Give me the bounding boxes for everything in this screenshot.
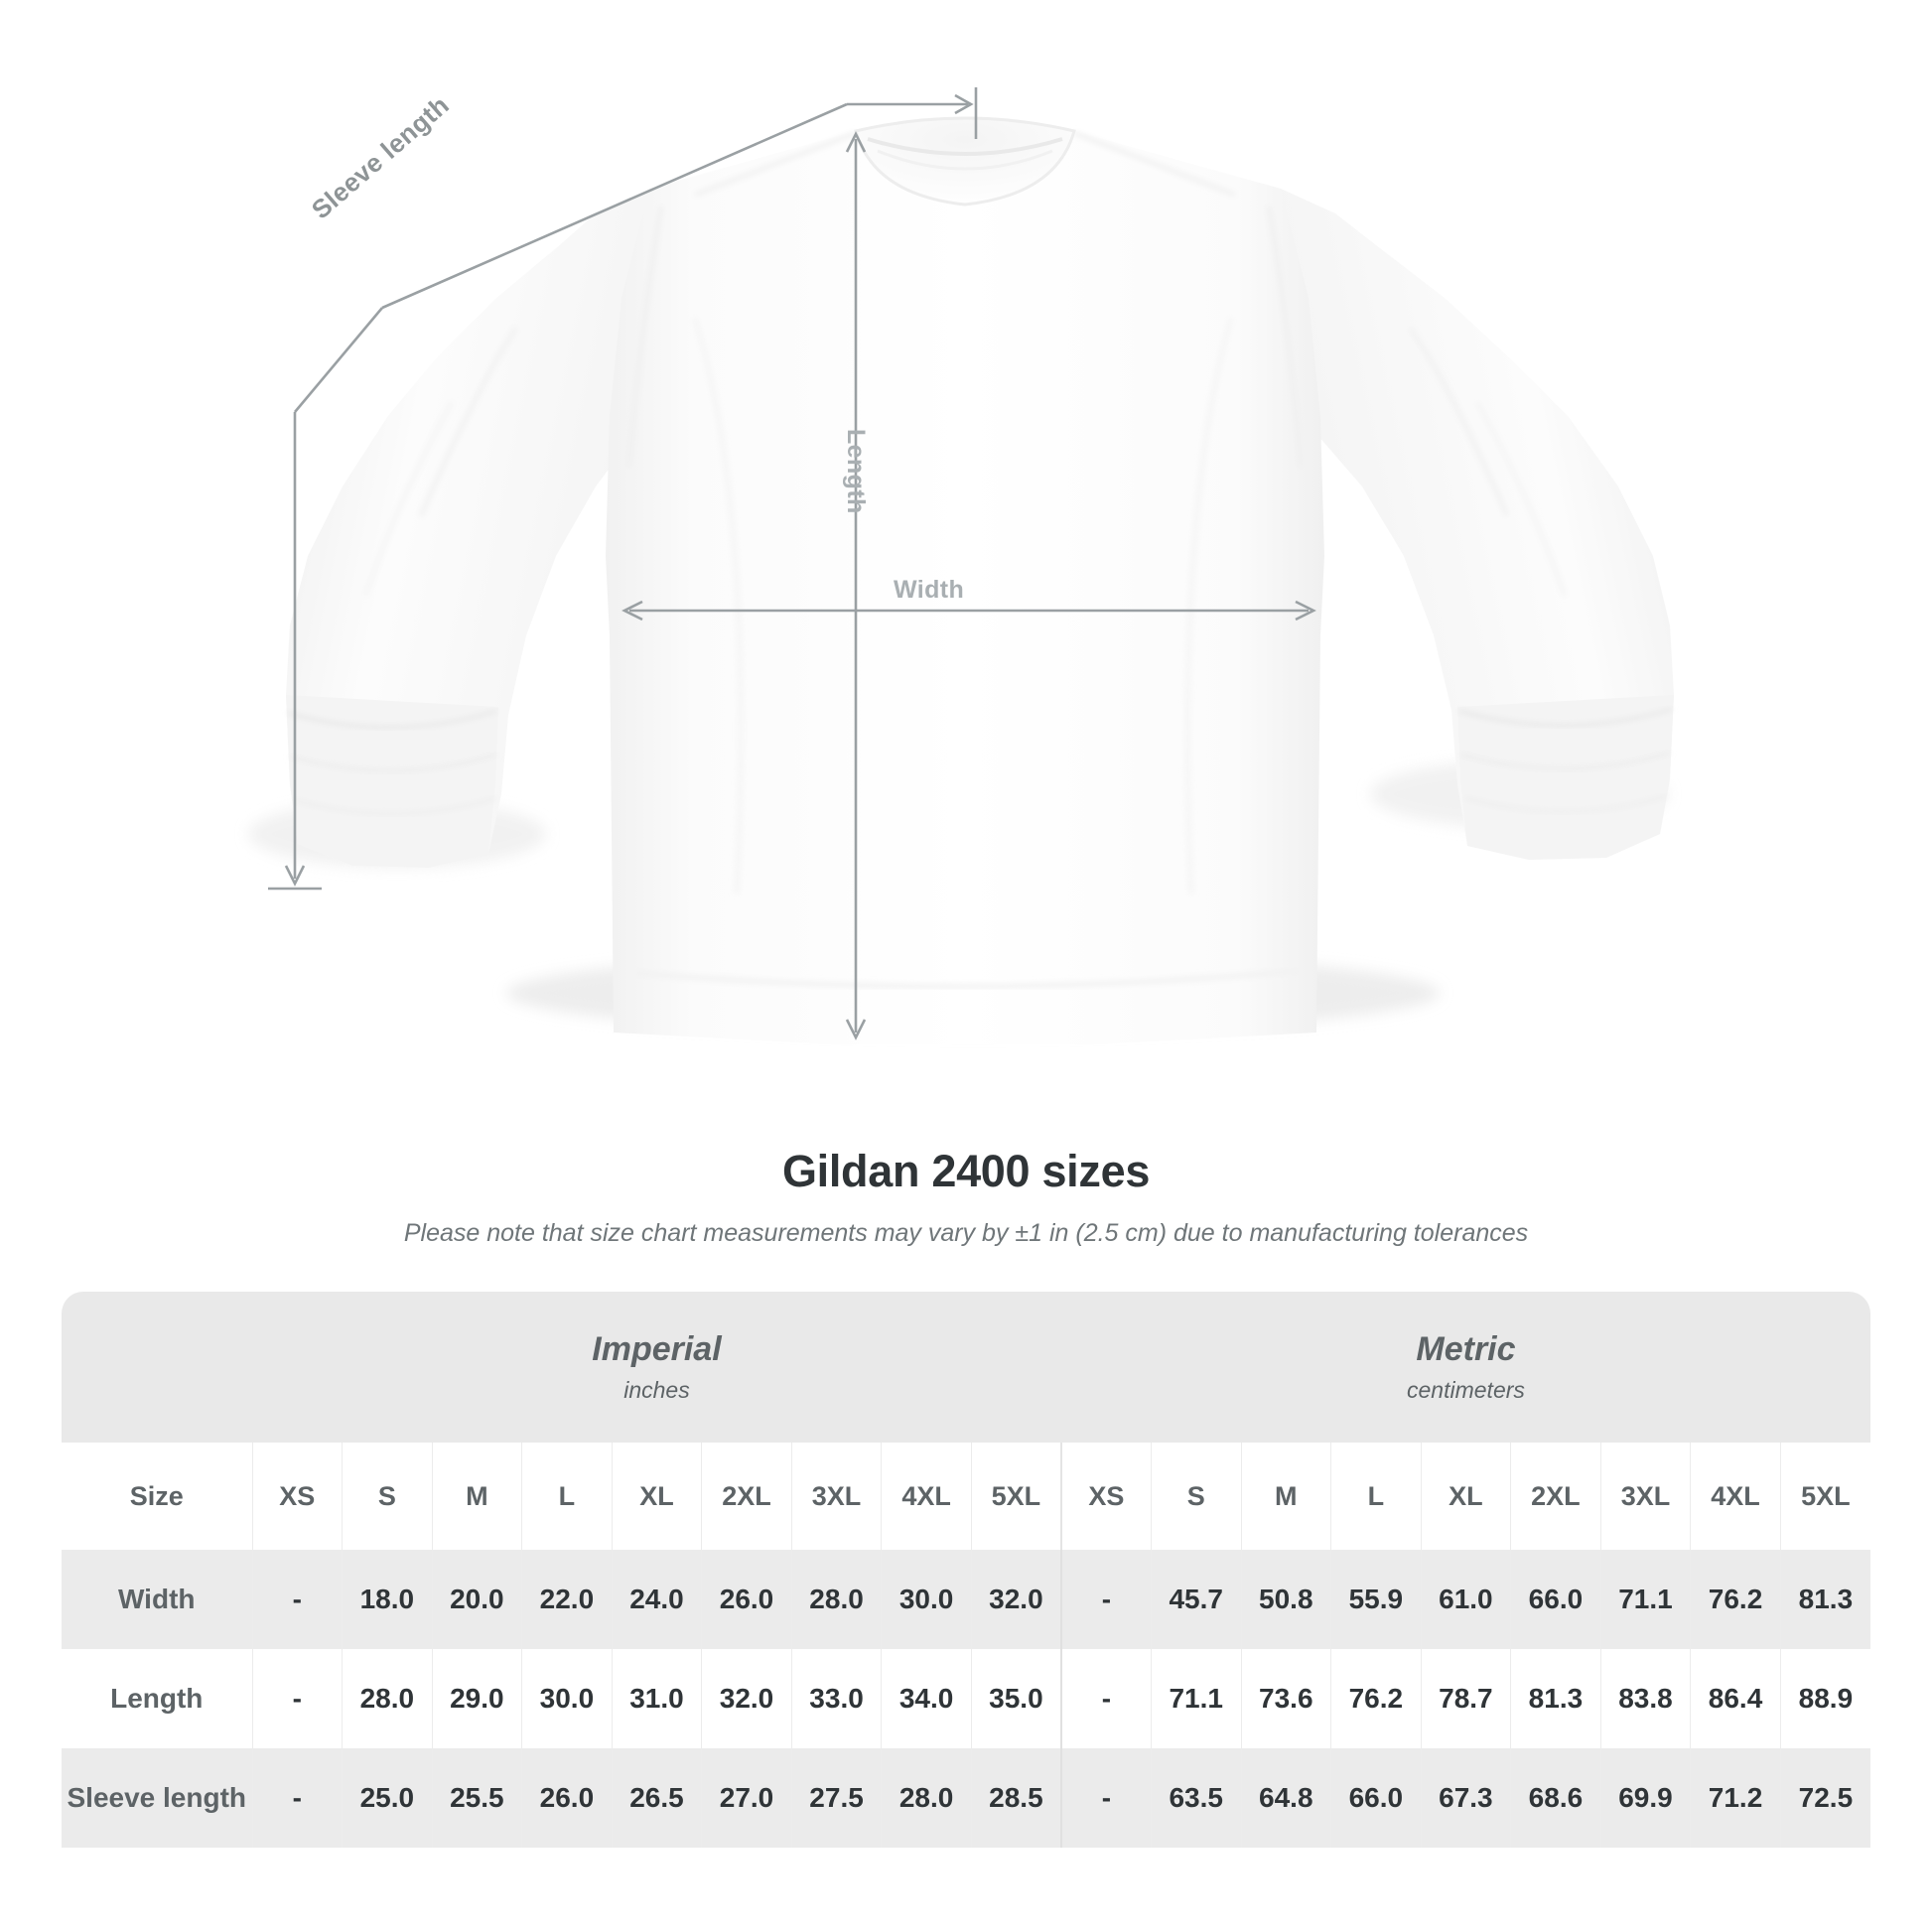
cell-length-metric-s: 71.1 (1150, 1649, 1242, 1748)
garment-illustration: Sleeve length Length Width (248, 87, 1674, 1044)
cell-sleeve-length-metric-xl: 67.3 (1420, 1748, 1511, 1848)
size-header-metric-2xl: 2XL (1510, 1443, 1601, 1550)
unit-banner-row: Imperial inches Metric centimeters (62, 1292, 1870, 1443)
size-header-imperial-5xl: 5XL (970, 1443, 1061, 1550)
row-label-width: Width (62, 1550, 252, 1649)
cell-length-imperial-l: 30.0 (521, 1649, 613, 1748)
unit-banner-spacer (62, 1292, 252, 1443)
cell-width-imperial-xl: 24.0 (611, 1550, 702, 1649)
cell-length-imperial-5xl: 35.0 (970, 1649, 1061, 1748)
size-header-metric-xl: XL (1420, 1443, 1511, 1550)
length-annotation-label: Length (842, 429, 870, 514)
cell-length-metric-4xl: 86.4 (1690, 1649, 1781, 1748)
cell-sleeve-length-metric-3xl: 69.9 (1599, 1748, 1691, 1848)
unit-name: Imperial (592, 1329, 722, 1368)
cell-length-metric-m: 73.6 (1240, 1649, 1331, 1748)
size-header-imperial-s: S (342, 1443, 433, 1550)
cell-length-metric-3xl: 83.8 (1599, 1649, 1691, 1748)
cell-width-metric-4xl: 76.2 (1690, 1550, 1781, 1649)
size-header-imperial-2xl: 2XL (701, 1443, 792, 1550)
size-header-label: Size (62, 1443, 252, 1550)
cell-sleeve-length-metric-m: 64.8 (1240, 1748, 1331, 1848)
table-row: Width -18.0 20.0 22.0 24.0 26.0 28.0 30.0 32.0-4… (62, 1550, 1870, 1649)
size-header-imperial-xl: XL (611, 1443, 702, 1550)
cell-width-imperial-4xl: 30.0 (881, 1550, 972, 1649)
cell-sleeve-length-imperial-l: 26.0 (521, 1748, 613, 1848)
cell-width-imperial-xs: - (251, 1550, 343, 1649)
size-header-metric-s: S (1150, 1443, 1242, 1550)
unit-banner-imperial: Imperial inches (252, 1292, 1061, 1443)
cell-length-metric-xs: - (1059, 1649, 1152, 1748)
size-header-imperial-l: L (521, 1443, 613, 1550)
size-header-metric-m: M (1240, 1443, 1331, 1550)
size-header-imperial-m: M (431, 1443, 522, 1550)
cell-sleeve-length-metric-l: 66.0 (1330, 1748, 1422, 1848)
cell-length-metric-5xl: 88.9 (1779, 1649, 1870, 1748)
cell-width-metric-2xl: 66.0 (1510, 1550, 1601, 1649)
cell-length-imperial-4xl: 34.0 (881, 1649, 972, 1748)
row-label-sleeve-length: Sleeve length (62, 1748, 252, 1848)
cell-width-metric-m: 50.8 (1240, 1550, 1331, 1649)
cell-length-imperial-3xl: 33.0 (790, 1649, 882, 1748)
cell-width-imperial-s: 18.0 (342, 1550, 433, 1649)
size-header-imperial-4xl: 4XL (881, 1443, 972, 1550)
cell-width-metric-5xl: 81.3 (1779, 1550, 1870, 1649)
size-header-metric-3xl: 3XL (1599, 1443, 1691, 1550)
page-title: Gildan 2400 sizes (781, 1146, 1151, 1196)
cell-sleeve-length-imperial-5xl: 28.5 (970, 1748, 1061, 1848)
cell-width-metric-3xl: 71.1 (1599, 1550, 1691, 1649)
cell-length-imperial-2xl: 32.0 (701, 1649, 792, 1748)
cell-width-imperial-l: 22.0 (521, 1550, 613, 1649)
cell-sleeve-length-imperial-xl: 26.5 (611, 1748, 702, 1848)
size-header-imperial-3xl: 3XL (790, 1443, 882, 1550)
cell-sleeve-length-imperial-2xl: 27.0 (701, 1748, 792, 1848)
cell-width-imperial-2xl: 26.0 (701, 1550, 792, 1649)
title-block: Gildan 2400 sizes Please note that size … (0, 1146, 1932, 1248)
cell-length-metric-l: 76.2 (1330, 1649, 1422, 1748)
size-table: Imperial inches Metric centimeters Size XS S M L… (62, 1292, 1870, 1848)
cell-length-metric-xl: 78.7 (1420, 1649, 1511, 1748)
size-header-metric-4xl: 4XL (1690, 1443, 1781, 1550)
table-row: Sleeve length -25.0 25.5 26.0 26.5 27.0 27.5 28… (62, 1748, 1870, 1848)
cell-width-imperial-m: 20.0 (431, 1550, 522, 1649)
cell-sleeve-length-imperial-3xl: 27.5 (790, 1748, 882, 1848)
unit-name: Metric (1416, 1329, 1516, 1368)
page-subtitle: Please note that size chart measurements… (403, 1219, 1529, 1247)
width-annotation-label: Width (894, 576, 965, 604)
cell-sleeve-length-imperial-s: 25.0 (342, 1748, 433, 1848)
size-header-metric-l: L (1330, 1443, 1422, 1550)
cell-length-metric-2xl: 81.3 (1510, 1649, 1601, 1748)
row-label-length: Length (62, 1649, 252, 1748)
cell-sleeve-length-metric-5xl: 72.5 (1779, 1748, 1870, 1848)
cell-width-imperial-3xl: 28.0 (790, 1550, 882, 1649)
size-header-metric-xs: XS (1059, 1443, 1152, 1550)
size-header-metric-5xl: 5XL (1779, 1443, 1870, 1550)
size-header-imperial-xs: XS (251, 1443, 343, 1550)
unit-banner-metric: Metric centimeters (1060, 1292, 1870, 1443)
cell-sleeve-length-metric-4xl: 71.2 (1690, 1748, 1781, 1848)
cell-sleeve-length-imperial-4xl: 28.0 (881, 1748, 972, 1848)
cell-length-imperial-xs: - (251, 1649, 343, 1748)
cell-sleeve-length-metric-s: 63.5 (1150, 1748, 1242, 1848)
table-row: Length -28.0 29.0 30.0 31.0 32.0 33.0 34.0 35.0-… (62, 1649, 1870, 1748)
cell-width-metric-l: 55.9 (1330, 1550, 1422, 1649)
cell-length-imperial-xl: 31.0 (611, 1649, 702, 1748)
cell-sleeve-length-imperial-m: 25.5 (431, 1748, 522, 1848)
long-sleeve-tshirt-graphic (248, 116, 1674, 1044)
cell-width-metric-xl: 61.0 (1420, 1550, 1511, 1649)
cell-sleeve-length-metric-xs: - (1059, 1748, 1152, 1848)
unit-subtitle: centimeters (1407, 1377, 1525, 1404)
cell-length-imperial-m: 29.0 (431, 1649, 522, 1748)
cell-sleeve-length-imperial-xs: - (251, 1748, 343, 1848)
size-header-row: Size XS S M L XL 2XL 3XL 4XL 5XL XS S M L XL 2XL 3XL 4XL 5… (62, 1443, 1870, 1550)
cell-sleeve-length-metric-2xl: 68.6 (1510, 1748, 1601, 1848)
cell-width-metric-s: 45.7 (1150, 1550, 1242, 1649)
size-table-container: Imperial inches Metric centimeters Size XS S M L… (62, 1292, 1870, 1848)
cell-width-metric-xs: - (1059, 1550, 1152, 1649)
cell-width-imperial-5xl: 32.0 (970, 1550, 1061, 1649)
cell-length-imperial-s: 28.0 (342, 1649, 433, 1748)
unit-subtitle: inches (623, 1377, 690, 1404)
